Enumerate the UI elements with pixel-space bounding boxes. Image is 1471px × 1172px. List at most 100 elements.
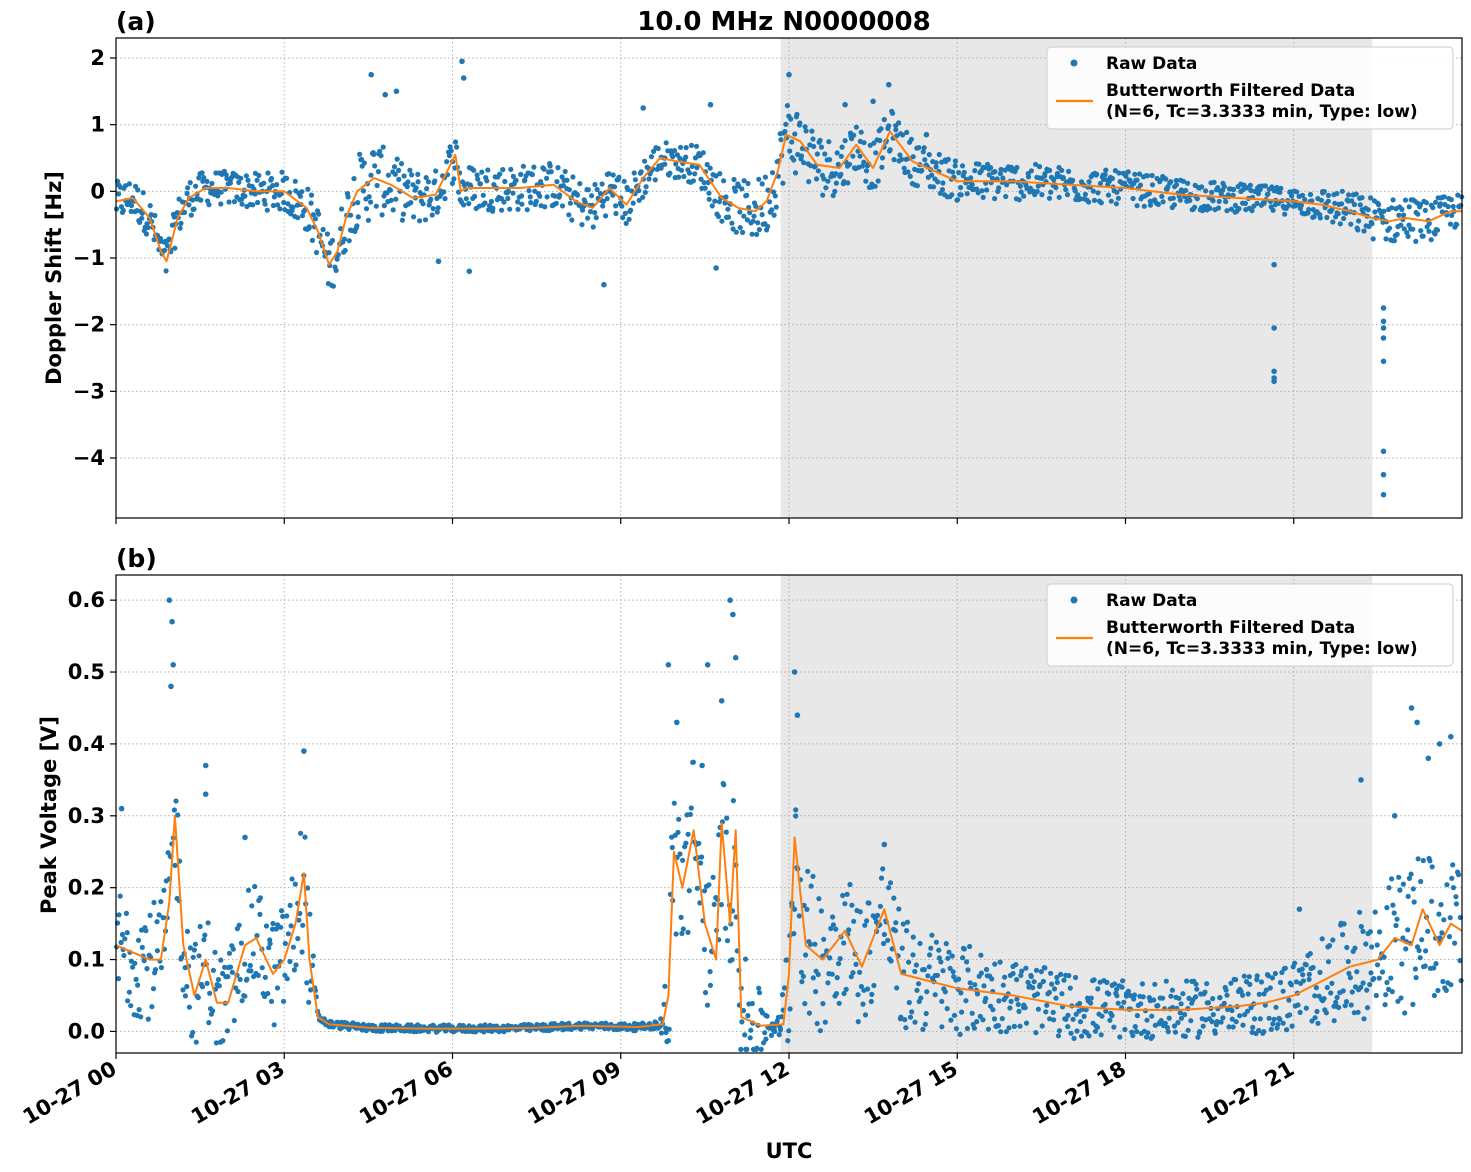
raw-data-point <box>818 908 825 914</box>
raw-data-point <box>1218 1019 1224 1025</box>
raw-data-point <box>1310 964 1316 971</box>
raw-data-point <box>930 184 937 190</box>
raw-data-point <box>606 171 612 177</box>
raw-data-point <box>881 841 888 848</box>
raw-data-point <box>642 158 648 164</box>
raw-data-point <box>671 148 678 154</box>
raw-data-point <box>685 929 691 936</box>
raw-data-point <box>1406 204 1412 210</box>
raw-data-point <box>1280 988 1286 994</box>
raw-data-point <box>138 1014 144 1020</box>
raw-data-point <box>1453 901 1459 907</box>
raw-data-point <box>1131 992 1138 998</box>
raw-data-point <box>958 990 964 996</box>
raw-data-point <box>785 1038 791 1044</box>
raw-data-point <box>1332 200 1338 206</box>
raw-data-point <box>1382 1002 1388 1008</box>
raw-data-point <box>1393 922 1399 929</box>
raw-data-point <box>382 91 389 98</box>
raw-data-point <box>756 227 763 233</box>
raw-data-point <box>292 178 298 184</box>
raw-data-point <box>284 175 290 181</box>
raw-data-point <box>291 967 297 973</box>
raw-data-point <box>1286 202 1292 208</box>
raw-data-point <box>577 181 583 187</box>
raw-data-point <box>1374 962 1381 968</box>
raw-data-point <box>553 200 559 206</box>
raw-data-point <box>544 175 550 181</box>
raw-data-point <box>1125 988 1131 994</box>
panel-a-legend: Raw Data Butterworth Filtered Data (N=6,… <box>1046 46 1454 130</box>
raw-data-point <box>788 116 794 122</box>
raw-data-point <box>1209 1019 1215 1025</box>
raw-data-point <box>1254 973 1260 979</box>
raw-data-point <box>220 1038 226 1044</box>
raw-data-point <box>302 834 308 840</box>
raw-data-point <box>1122 1026 1128 1033</box>
raw-data-point <box>144 966 150 972</box>
raw-data-point <box>944 1006 950 1012</box>
raw-data-point <box>420 201 426 207</box>
raw-data-point <box>678 144 684 150</box>
raw-data-point <box>141 958 147 964</box>
raw-data-point <box>1436 741 1443 747</box>
raw-data-point <box>1111 1024 1117 1030</box>
raw-data-point <box>1168 993 1174 999</box>
raw-data-point <box>753 203 759 209</box>
raw-data-point <box>1271 368 1277 375</box>
raw-data-point <box>1309 1018 1315 1024</box>
raw-data-point <box>1132 171 1138 177</box>
raw-data-point <box>1200 1023 1206 1029</box>
raw-data-point <box>485 167 491 173</box>
raw-data-point <box>866 900 872 906</box>
raw-data-point <box>1433 199 1439 205</box>
raw-data-point <box>295 215 301 221</box>
raw-data-point <box>298 830 304 836</box>
raw-data-point <box>544 194 550 200</box>
raw-data-point <box>881 931 888 938</box>
raw-data-point <box>724 938 731 944</box>
raw-data-point <box>933 160 939 166</box>
raw-data-point <box>988 165 994 171</box>
raw-data-point <box>741 178 747 184</box>
raw-data-point <box>268 998 275 1005</box>
raw-data-point <box>1324 214 1330 221</box>
raw-data-point <box>976 161 982 167</box>
legend-raw-marker <box>1070 596 1078 604</box>
raw-data-point <box>1065 1012 1071 1018</box>
raw-data-point <box>832 188 838 194</box>
raw-data-point <box>1230 1024 1236 1030</box>
raw-data-point <box>1340 932 1346 938</box>
raw-data-point <box>904 129 910 135</box>
raw-data-point <box>193 183 199 189</box>
raw-data-point <box>288 923 294 929</box>
raw-data-point <box>454 144 460 150</box>
raw-data-point <box>1261 991 1267 997</box>
raw-data-point <box>191 947 197 953</box>
legend-frame <box>1046 583 1454 667</box>
raw-data-point <box>680 857 686 863</box>
raw-data-point <box>442 196 448 202</box>
raw-data-point <box>1399 961 1405 967</box>
raw-data-point <box>1145 173 1151 179</box>
raw-data-point <box>477 181 483 187</box>
raw-data-point <box>781 985 788 991</box>
raw-data-point <box>1443 987 1449 994</box>
raw-data-point <box>215 977 221 983</box>
raw-data-point <box>297 193 303 199</box>
raw-data-point <box>1423 948 1429 954</box>
raw-data-point <box>184 928 191 935</box>
raw-data-point <box>739 1019 745 1025</box>
raw-data-point <box>238 175 244 181</box>
raw-data-point <box>658 1016 664 1022</box>
raw-data-point <box>997 959 1003 965</box>
raw-data-point <box>718 698 725 704</box>
raw-data-point <box>1268 1026 1274 1032</box>
raw-data-point <box>994 176 1000 182</box>
raw-data-point <box>587 209 594 215</box>
raw-data-point <box>1444 882 1450 888</box>
raw-data-point <box>1152 981 1158 987</box>
raw-data-point <box>924 989 930 995</box>
raw-data-point <box>188 212 194 218</box>
